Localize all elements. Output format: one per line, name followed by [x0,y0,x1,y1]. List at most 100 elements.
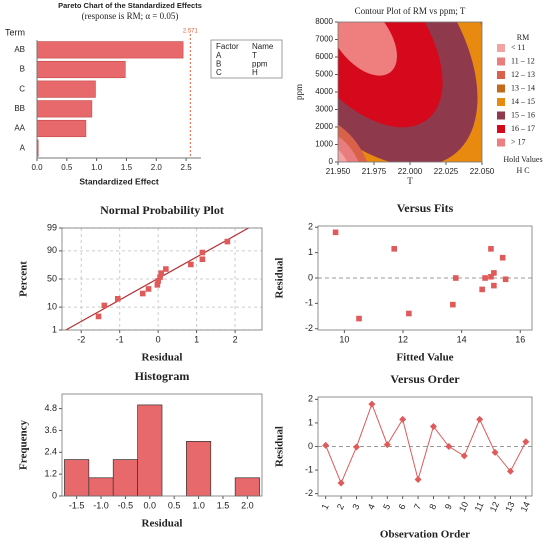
factor-header: Factor [216,42,239,51]
legend-label: > 17 [511,137,526,146]
y-tick-label: 2000 [315,122,333,131]
y-tick-label: 50 [47,273,57,283]
legend-label: 14 – 15 [511,97,535,106]
x-tick-label: -1.0 [93,500,109,510]
factor-cell: A [216,51,222,60]
x-tick-label: 0.0 [31,163,43,172]
y-tick-label: -2 [305,488,313,498]
x-tick-label: -1 [116,334,124,344]
bar [88,477,114,497]
point [188,261,194,268]
legend-label: 16 – 17 [511,124,535,133]
point [332,229,339,236]
point [460,452,468,460]
y-tick-label: 4.8 [44,403,57,413]
point [391,246,398,252]
point [199,256,206,263]
point [155,278,161,284]
y-tick-label: 2.4 [44,447,57,457]
y-axis-label: Residual [274,258,286,299]
x-tick-label: 2.5 [181,163,193,172]
x-tick-label: 1.0 [91,163,103,172]
x-axis-label: Observation Order [380,529,470,541]
hold-values: H C [516,166,529,175]
x-tick-label: 16 [515,334,525,344]
legend-swatch [497,98,505,106]
point [502,276,509,283]
y-tick-label: 1000 [315,140,333,149]
legend-swatch [497,84,505,93]
x-axis-label: Fitted Value [396,352,453,364]
point [506,467,514,475]
y-tick-label: 1 [308,417,313,427]
x-tick-label: 12 [488,500,501,513]
y-tick-label: 0 [329,157,334,166]
x-tick-label: 6 [397,502,408,511]
y-axis-label: Term [5,27,25,37]
x-tick-label: 4 [366,502,377,511]
legend-label: 12 – 13 [511,70,535,79]
legend-label: 13 – 14 [511,83,535,92]
point [491,282,497,289]
plot-frame [61,227,263,331]
bar [112,459,138,497]
point [482,275,488,281]
chart-title: Normal Probability Plot [100,203,224,217]
legend-label: 11 – 12 [511,56,535,65]
x-tick-label: 10 [339,334,349,344]
y-tick-label: 99 [47,222,57,232]
y-tick-label: AB [14,45,25,54]
point [429,422,437,430]
x-tick-label: 8 [427,502,438,511]
x-tick-label: 22.050 [470,167,495,176]
plot-frame [317,225,533,331]
bar [36,80,96,98]
contour-band [338,22,397,76]
y-tick-label: 3000 [315,105,333,114]
point [383,441,391,449]
point [356,315,362,322]
point [154,282,161,288]
contour-fill [338,22,482,162]
legend-swatch [497,57,505,66]
x-tick-label: 13 [503,500,516,513]
point [337,479,345,487]
x-tick-label: 0.5 [168,500,181,510]
x-tick-label: 21.950 [326,167,351,176]
point [101,302,108,309]
hold-values-title: Hold Values [503,155,542,164]
y-tick-label: 1 [52,324,57,334]
point [163,266,169,272]
x-tick-label: 5 [381,502,392,511]
y-tick-label: 2 [308,222,313,232]
point [452,275,459,281]
point [499,254,506,261]
y-axis-label: Residual [274,426,286,467]
point [414,476,422,483]
point [476,415,484,423]
x-tick-label: 2 [335,502,346,511]
point [479,286,485,293]
series-line [325,402,527,485]
y-tick-label: C [19,84,25,93]
y-tick-label: 7000 [315,35,333,44]
x-axis-label: T [407,176,413,186]
legend-title: RM [517,33,529,42]
bar [36,60,126,79]
factor-cell: C [216,68,222,77]
x-axis-label: Standardized Effect [79,176,159,186]
legend-swatch [497,44,505,52]
bar [36,41,184,59]
bar [186,441,212,497]
legend-swatch [497,125,505,133]
y-tick-label: 4000 [315,87,333,96]
plot-frame [61,393,263,497]
x-tick-label: 11 [473,500,486,513]
point [145,286,152,292]
x-axis-label: Residual [142,352,183,364]
legend-swatch [497,111,505,120]
y-tick-label: 0 [308,441,313,451]
factor-cell: ppm [252,60,268,69]
y-tick-label: 8000 [315,17,333,26]
